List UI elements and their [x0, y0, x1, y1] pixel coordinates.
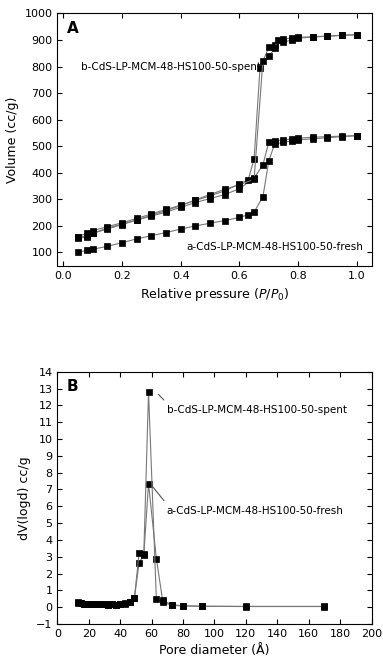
Text: b-CdS-LP-MCM-48-HS100-50-spent: b-CdS-LP-MCM-48-HS100-50-spent: [167, 405, 347, 415]
Text: A: A: [67, 21, 79, 36]
Text: B: B: [67, 379, 79, 395]
Text: a-CdS-LP-MCM-48-HS100-50-fresh: a-CdS-LP-MCM-48-HS100-50-fresh: [167, 507, 344, 516]
Y-axis label: Volume (cc/g): Volume (cc/g): [6, 97, 19, 183]
Text: a-CdS-LP-MCM-48-HS100-50-fresh: a-CdS-LP-MCM-48-HS100-50-fresh: [187, 242, 363, 252]
Text: b-CdS-LP-MCM-48-HS100-50-spent: b-CdS-LP-MCM-48-HS100-50-spent: [81, 62, 261, 72]
X-axis label: Relative pressure ($\mathit{P/P_0}$): Relative pressure ($\mathit{P/P_0}$): [140, 286, 289, 303]
Y-axis label: dV(logd) cc/g: dV(logd) cc/g: [18, 456, 31, 539]
X-axis label: Pore diameter (Å): Pore diameter (Å): [159, 644, 270, 658]
